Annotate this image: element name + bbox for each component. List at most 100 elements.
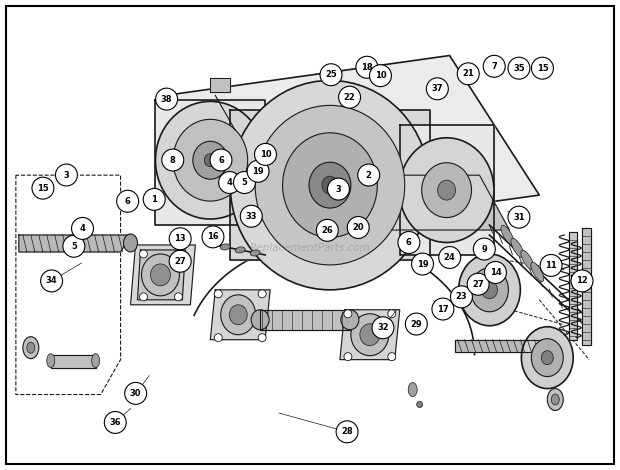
- Ellipse shape: [341, 310, 359, 330]
- Circle shape: [202, 226, 224, 248]
- Circle shape: [316, 219, 339, 241]
- Text: 19: 19: [252, 167, 264, 176]
- Circle shape: [484, 261, 507, 283]
- Ellipse shape: [220, 244, 230, 250]
- Text: 14: 14: [490, 268, 502, 277]
- Ellipse shape: [408, 383, 417, 397]
- Ellipse shape: [438, 180, 456, 200]
- Text: 31: 31: [513, 213, 525, 222]
- Ellipse shape: [531, 339, 563, 376]
- Circle shape: [336, 421, 358, 443]
- Text: 7: 7: [491, 62, 497, 71]
- Text: 5: 5: [242, 178, 247, 187]
- Circle shape: [344, 310, 352, 318]
- Text: 27: 27: [174, 257, 186, 266]
- Text: 16: 16: [207, 232, 219, 242]
- Polygon shape: [569, 232, 577, 340]
- Ellipse shape: [156, 102, 265, 219]
- Ellipse shape: [46, 353, 55, 368]
- Circle shape: [215, 290, 222, 298]
- Circle shape: [169, 228, 191, 250]
- Text: 32: 32: [377, 323, 389, 332]
- Text: 33: 33: [246, 212, 257, 221]
- Text: 38: 38: [161, 94, 172, 103]
- Circle shape: [255, 143, 277, 165]
- Circle shape: [32, 177, 54, 199]
- Polygon shape: [340, 310, 400, 360]
- Text: 5: 5: [71, 242, 77, 251]
- Text: 11: 11: [545, 261, 557, 270]
- Ellipse shape: [322, 176, 338, 194]
- Ellipse shape: [459, 254, 520, 326]
- Circle shape: [117, 190, 139, 212]
- Text: 6: 6: [218, 156, 224, 164]
- Polygon shape: [582, 228, 591, 345]
- Circle shape: [55, 164, 78, 186]
- Circle shape: [234, 172, 255, 194]
- Ellipse shape: [250, 250, 260, 256]
- Circle shape: [370, 65, 391, 86]
- Text: 26: 26: [321, 226, 333, 235]
- Ellipse shape: [309, 162, 351, 208]
- Circle shape: [427, 78, 448, 100]
- Text: 15: 15: [37, 184, 49, 193]
- Text: 10: 10: [260, 150, 272, 159]
- Circle shape: [372, 317, 394, 339]
- Circle shape: [347, 217, 369, 238]
- Circle shape: [63, 235, 85, 257]
- Text: 12: 12: [576, 276, 588, 285]
- Text: 2: 2: [366, 171, 371, 180]
- Circle shape: [540, 254, 562, 276]
- Polygon shape: [230, 110, 430, 260]
- Polygon shape: [400, 125, 495, 255]
- Ellipse shape: [141, 254, 179, 296]
- Circle shape: [71, 218, 94, 239]
- Circle shape: [508, 206, 530, 228]
- Ellipse shape: [417, 401, 423, 407]
- Circle shape: [405, 313, 427, 335]
- Circle shape: [344, 352, 352, 360]
- Circle shape: [169, 250, 191, 272]
- Ellipse shape: [173, 119, 247, 201]
- Ellipse shape: [229, 305, 247, 325]
- Circle shape: [508, 57, 530, 79]
- Circle shape: [140, 293, 148, 301]
- Circle shape: [210, 149, 232, 171]
- Polygon shape: [131, 245, 195, 305]
- Ellipse shape: [193, 141, 228, 179]
- Ellipse shape: [255, 105, 405, 265]
- Text: 9: 9: [482, 244, 487, 253]
- Circle shape: [439, 247, 461, 268]
- Circle shape: [467, 273, 489, 295]
- Circle shape: [241, 205, 262, 227]
- Ellipse shape: [521, 250, 534, 270]
- Text: 10: 10: [374, 71, 386, 80]
- Ellipse shape: [501, 225, 514, 245]
- Circle shape: [458, 63, 479, 85]
- Circle shape: [339, 86, 361, 108]
- Circle shape: [432, 298, 454, 320]
- Text: 3: 3: [335, 185, 342, 194]
- Ellipse shape: [27, 342, 35, 353]
- Text: 6: 6: [125, 197, 131, 206]
- Ellipse shape: [23, 337, 39, 359]
- Text: 4: 4: [227, 178, 232, 187]
- Polygon shape: [51, 355, 95, 368]
- Circle shape: [219, 172, 241, 194]
- Ellipse shape: [541, 351, 553, 365]
- Circle shape: [258, 334, 266, 342]
- Circle shape: [531, 57, 554, 79]
- Ellipse shape: [230, 80, 430, 290]
- Text: 23: 23: [456, 292, 467, 301]
- Circle shape: [125, 383, 147, 404]
- Text: 28: 28: [341, 427, 353, 436]
- Circle shape: [356, 56, 378, 78]
- Text: 25: 25: [325, 70, 337, 79]
- Ellipse shape: [399, 138, 494, 243]
- Ellipse shape: [123, 234, 138, 252]
- Ellipse shape: [92, 353, 100, 368]
- Text: 19: 19: [417, 259, 428, 268]
- Ellipse shape: [351, 314, 389, 356]
- Text: 34: 34: [46, 276, 58, 285]
- Polygon shape: [210, 290, 270, 340]
